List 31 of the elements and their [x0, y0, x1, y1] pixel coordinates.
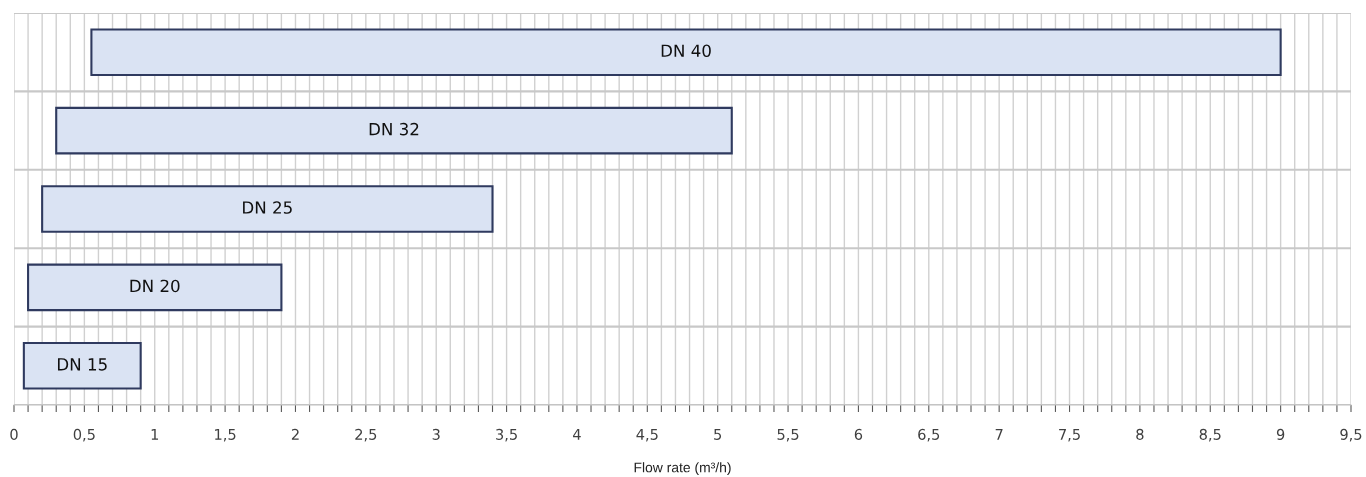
- x-tick-label: 1: [151, 429, 159, 440]
- y-tick-label: DN 15: [57, 358, 107, 371]
- y-tick-label: DN 40: [661, 44, 711, 58]
- x-tick-label: 2: [291, 428, 299, 440]
- y-tick-label: DN 20: [130, 279, 180, 293]
- bar: [90, 28, 1282, 76]
- x-tick-label: 4: [573, 429, 581, 440]
- y-tick-label: DN 25: [243, 201, 292, 214]
- x-tick-label: 4,5: [636, 429, 658, 442]
- x-tick-label: 6,5: [918, 428, 940, 442]
- x-tick-label: 5,5: [777, 429, 799, 442]
- x-axis-title: Flow rate (m³/h): [634, 462, 731, 476]
- x-tick-label: 9: [1276, 428, 1285, 440]
- x-tick-label: 6: [854, 428, 863, 440]
- x-tick-label: 8: [1136, 428, 1144, 440]
- bar: [55, 106, 733, 155]
- bar: [41, 185, 494, 233]
- x-tick-label: 1,5: [215, 429, 236, 442]
- bar: [22, 342, 142, 390]
- x-tick-label: 5: [714, 429, 722, 440]
- x-tick-label: 8,5: [1199, 428, 1221, 442]
- x-tick-label: 7: [995, 429, 1003, 440]
- x-tick-label: 7,5: [1059, 429, 1080, 442]
- x-tick-label: 0: [10, 428, 18, 440]
- x-tick-label: 0,5: [73, 428, 95, 442]
- x-tick-label: 3: [432, 428, 440, 440]
- y-tick-label: DN 32: [369, 122, 419, 136]
- x-tick-label: 9,5: [1340, 428, 1362, 442]
- x-tick-label: 2,5: [355, 428, 377, 442]
- x-tick-label: 3,5: [496, 428, 517, 442]
- bar: [27, 263, 283, 312]
